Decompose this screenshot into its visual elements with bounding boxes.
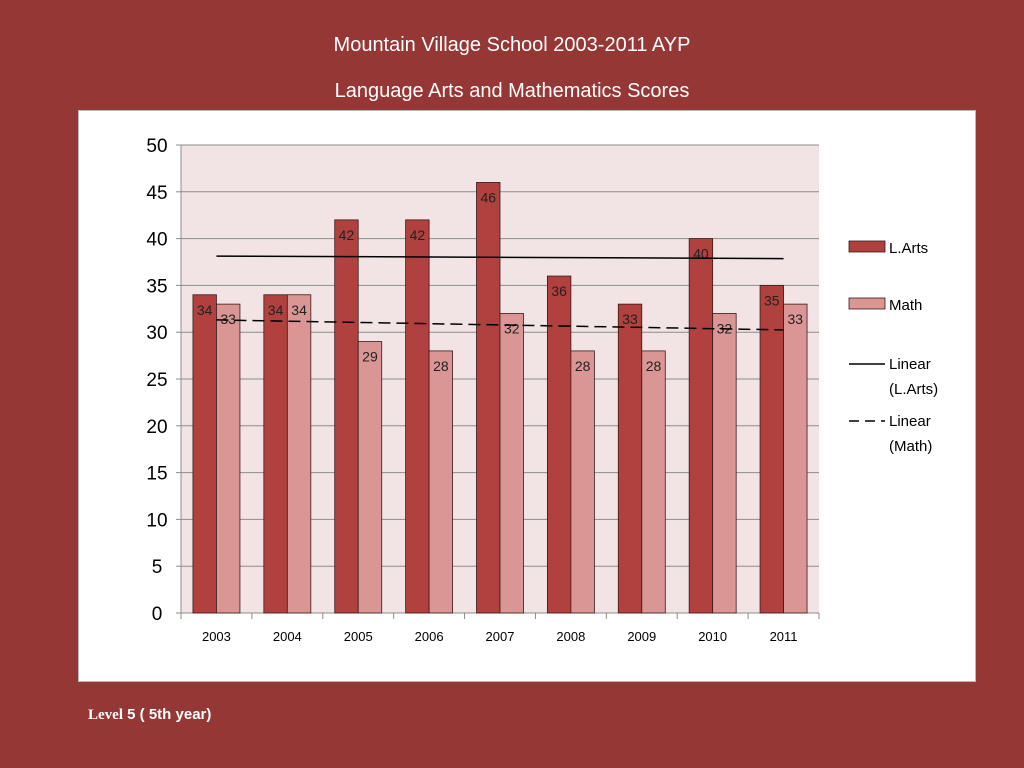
- y-tick-label: 40: [146, 230, 167, 251]
- x-tick-label: 2011: [770, 629, 798, 644]
- chart-title: Mountain Village School 2003-2011 AYP: [333, 34, 691, 56]
- data-label-math: 28: [575, 358, 591, 374]
- bar-math: [357, 341, 383, 614]
- data-label-larts: 34: [268, 302, 284, 318]
- chart-panel: 0 5 10 15 20 25 30 35 40 45 50 2003 2004 2005 2006 2007…: [78, 110, 976, 682]
- x-tick-label: 2009: [627, 629, 656, 644]
- y-tick-label: 0: [152, 604, 163, 625]
- y-tick-label: 5: [152, 557, 163, 578]
- data-label-math: 33: [220, 311, 236, 327]
- y-tick-label: 10: [146, 510, 167, 531]
- data-label-larts: 40: [693, 246, 709, 262]
- data-label-larts: 42: [339, 227, 355, 243]
- data-label-math: 28: [433, 358, 449, 374]
- footer-note: Level 5 ( 5th year): [88, 706, 211, 724]
- x-tick-label: 2004: [273, 629, 302, 644]
- x-tick-label: 2005: [344, 629, 373, 644]
- data-label-math: 33: [788, 311, 804, 327]
- data-label-larts: 35: [764, 292, 780, 308]
- y-tick-label: 50: [146, 136, 167, 157]
- bar-math: [712, 313, 737, 614]
- bar-larts: [759, 284, 784, 614]
- chart-subtitle: Language Arts and Mathematics Scores: [334, 80, 690, 102]
- legend-swatch-math: [848, 297, 886, 310]
- data-label-larts: 34: [197, 302, 213, 318]
- x-tick-label: 2003: [202, 629, 231, 644]
- bar-math: [216, 303, 241, 614]
- bar-larts: [476, 182, 501, 614]
- data-label-math: 29: [362, 349, 378, 365]
- x-tick-label: 2007: [486, 629, 515, 644]
- footer-level: Level: [88, 707, 123, 723]
- data-label-larts: 33: [622, 311, 638, 327]
- data-label-larts: 42: [410, 227, 426, 243]
- data-label-math: 32: [504, 320, 520, 336]
- bar-math: [499, 313, 524, 614]
- y-tick-label: 35: [146, 276, 167, 297]
- trendline-larts: [216, 255, 784, 260]
- legend-swatch-larts: [848, 240, 886, 253]
- legend-label-trend-larts: Linear (L.Arts): [889, 356, 938, 398]
- bar-math: [570, 350, 595, 614]
- x-tick-label: 2010: [698, 629, 727, 644]
- data-label-math: 34: [291, 302, 307, 318]
- y-tick-label: 15: [146, 464, 167, 485]
- y-tick-label: 20: [146, 417, 167, 438]
- bar-math: [783, 303, 808, 614]
- x-tick-label: 2008: [556, 629, 585, 644]
- data-label-math: 28: [646, 358, 662, 374]
- bar-math: [428, 350, 454, 614]
- legend-label-trend-math: Linear (Math): [889, 413, 932, 455]
- bar-larts: [334, 219, 359, 614]
- x-tick-label: 2006: [415, 629, 444, 644]
- bar-larts: [263, 294, 288, 614]
- y-tick-label: 25: [146, 370, 167, 391]
- trendline-math: [216, 319, 784, 331]
- bar-larts: [617, 303, 643, 614]
- y-tick-label: 30: [146, 323, 167, 344]
- bar-math: [286, 294, 312, 614]
- y-tick-label: 45: [146, 183, 167, 204]
- bar-math: [641, 350, 666, 614]
- bar-larts: [688, 238, 714, 614]
- bar-larts: [192, 294, 217, 614]
- legend-label-larts: L.Arts: [889, 240, 928, 257]
- bar-larts: [405, 219, 430, 614]
- legend-label-math: Math: [889, 297, 922, 314]
- footer-level-detail: 5 ( 5th year): [123, 706, 212, 723]
- bar-chart: 0 5 10 15 20 25 30 35 40 45 50 2003 2004 2005 2006 2007…: [146, 136, 938, 644]
- data-label-larts: 36: [551, 283, 567, 299]
- data-label-larts: 46: [480, 189, 496, 205]
